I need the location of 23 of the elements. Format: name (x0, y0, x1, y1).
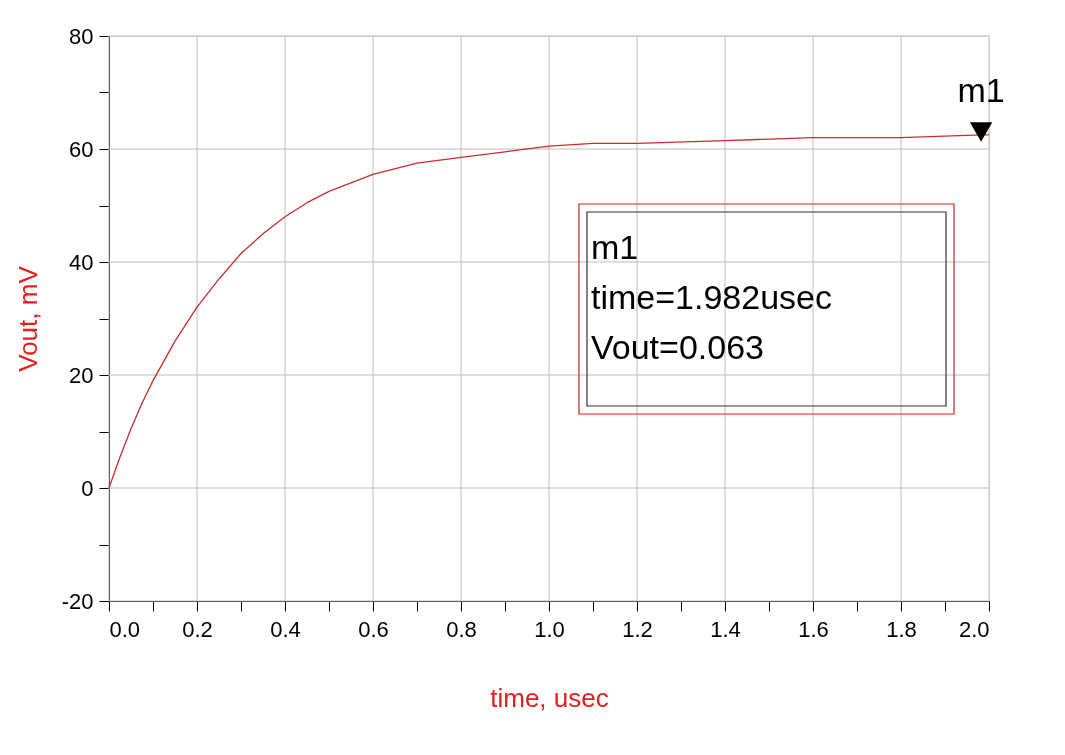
x-tick-label: 1.2 (622, 616, 653, 642)
x-tick-label: 0.4 (270, 616, 301, 642)
x-tick-label: 1.4 (710, 616, 741, 642)
y-tick-label: 20 (69, 362, 94, 388)
y-tick-label: -20 (61, 588, 94, 614)
x-tick-label: 0.0 (109, 616, 141, 642)
x-tick-label: 0.8 (446, 616, 477, 642)
y-tick-label: 40 (69, 249, 94, 275)
annotation: time=1.982usec (591, 278, 832, 316)
x-tick-label: 2.0 (958, 616, 990, 642)
annotation: Vout=0.063 (591, 328, 765, 366)
x-tick-label: 1.0 (534, 616, 565, 642)
x-tick-label: 1.8 (886, 616, 917, 642)
y-axis-title: Vout, mV (12, 265, 43, 372)
x-axis-title: time, usec (490, 682, 609, 713)
y-tick-label: 0 (81, 475, 94, 501)
x-tick-label: 0.2 (182, 616, 213, 642)
x-tick-label: 0.6 (358, 616, 389, 642)
annotation: m1 (957, 71, 1005, 110)
x-tick-label: 1.6 (798, 616, 829, 642)
y-tick-label: 60 (69, 136, 94, 162)
annotation: m1 (591, 228, 639, 266)
y-tick-label: 80 (69, 23, 94, 49)
